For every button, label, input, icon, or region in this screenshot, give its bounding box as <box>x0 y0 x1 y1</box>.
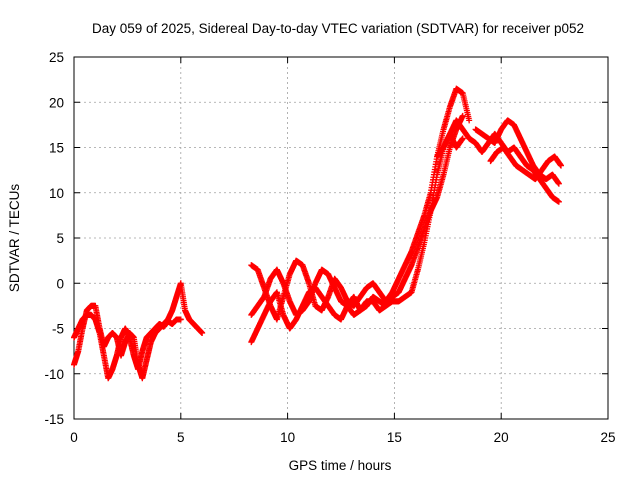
y-tick-label: 15 <box>49 141 64 156</box>
y-tick-label: 10 <box>49 186 64 201</box>
y-tick-label: -10 <box>44 367 64 382</box>
series-track-h <box>487 144 565 183</box>
x-tick-label: 20 <box>494 430 509 445</box>
data-point <box>555 198 562 205</box>
data-point <box>459 135 466 142</box>
data-point <box>558 162 565 169</box>
data-point <box>459 112 466 119</box>
data-point <box>555 180 562 187</box>
y-tick-label: -15 <box>44 412 64 427</box>
y-tick-label: 5 <box>56 231 64 246</box>
y-tick-label: 0 <box>56 276 64 291</box>
x-tick-label: 15 <box>387 430 402 445</box>
x-tick-label: 0 <box>70 430 78 445</box>
y-tick-label: 25 <box>49 50 64 65</box>
axis-ticks: 0 5 10 15 20 25 -15 -10 -5 0 5 10 15 20 25 <box>44 50 615 445</box>
data-point <box>466 117 473 124</box>
y-tick-label: -5 <box>52 322 64 337</box>
series-track-b <box>71 311 184 382</box>
data-point <box>177 316 184 323</box>
grid-lines <box>74 57 608 419</box>
series-track-e <box>248 130 466 318</box>
y-axis-label: SDTVAR / TECUs <box>7 184 22 293</box>
data-marks <box>71 85 565 382</box>
y-tick-label: 20 <box>49 95 64 110</box>
data-point <box>199 330 206 337</box>
chart-title: Day 059 of 2025, Sidereal Day-to-day VTE… <box>92 21 584 36</box>
x-tick-label: 25 <box>600 430 615 445</box>
x-axis-label: GPS time / hours <box>289 458 392 473</box>
x-tick-label: 10 <box>280 430 295 445</box>
x-tick-label: 5 <box>177 430 185 445</box>
